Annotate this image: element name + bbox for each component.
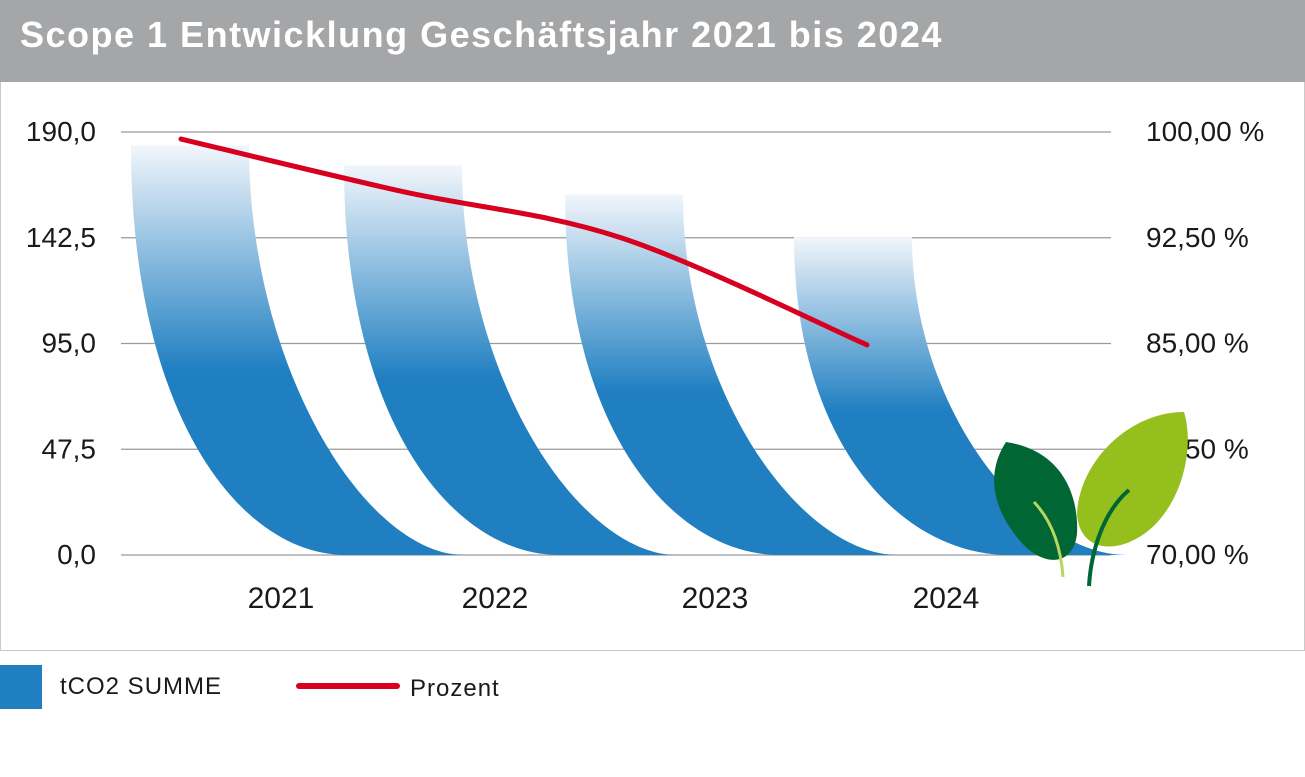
- leaf-icon: [994, 412, 1188, 587]
- legend-label-prozent: Prozent: [410, 675, 500, 702]
- title-bar: Scope 1 Entwicklung Geschäftsjahr 2021 b…: [0, 0, 1305, 82]
- left-tick-label: 95,0: [42, 328, 97, 359]
- category-label: 2021: [248, 582, 315, 615]
- bar-2023: [565, 194, 898, 555]
- series-line-prozent: [178, 136, 870, 348]
- legend-label-tco2: tCO2 SUMME: [60, 673, 223, 700]
- left-tick-label: 47,5: [42, 433, 97, 464]
- chart-title: Scope 1 Entwicklung Geschäftsjahr 2021 b…: [20, 14, 943, 55]
- category-label: 2022: [462, 582, 529, 615]
- legend-swatch-tco2: [0, 665, 42, 709]
- right-tick-label: 70,00 %: [1146, 539, 1249, 570]
- right-tick-label: 85,00 %: [1146, 328, 1249, 359]
- left-tick-label: 190,0: [26, 116, 96, 147]
- chart-frame: 190,0 142,5 95,0 47,5 0,0 100,00 % 92,50 % 85,…: [0, 82, 1305, 651]
- legend-swatch-prozent: [296, 683, 400, 689]
- bar-2024: [794, 236, 1127, 555]
- category-label: 2024: [913, 582, 980, 615]
- category-label: 2023: [682, 582, 749, 615]
- legend: tCO2 SUMME Prozent: [0, 665, 1305, 709]
- right-tick-label: 100,00 %: [1146, 116, 1264, 147]
- left-tick-label: 0,0: [57, 539, 96, 570]
- chart-plot: 190,0 142,5 95,0 47,5 0,0 100,00 % 92,50 % 85,…: [26, 116, 1264, 615]
- left-tick-label: 142,5: [26, 222, 96, 253]
- right-tick-label: 92,50 %: [1146, 222, 1249, 253]
- bar-2022: [344, 165, 677, 555]
- bar-2021: [131, 145, 464, 555]
